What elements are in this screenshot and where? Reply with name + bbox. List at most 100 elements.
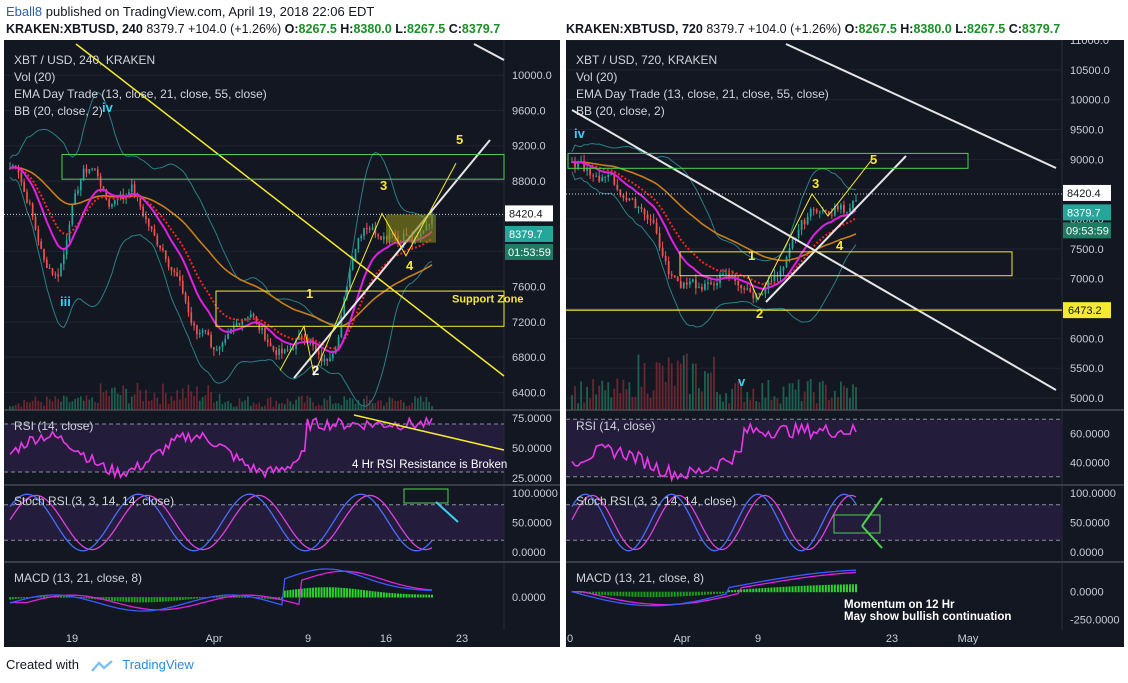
volume-bar xyxy=(643,362,646,410)
volume-bar xyxy=(371,403,374,410)
volume-bar xyxy=(607,382,610,410)
volume-bar xyxy=(691,363,694,410)
candle-body xyxy=(607,175,610,177)
candle-body xyxy=(241,320,244,325)
publisher-user[interactable]: Eball8 xyxy=(6,4,43,19)
candle-body xyxy=(204,330,207,332)
last-badge: 8379.7 xyxy=(509,229,543,241)
volume-bar xyxy=(213,402,215,410)
volume-bar xyxy=(794,389,797,410)
macd-histogram-bar xyxy=(709,591,712,595)
footer-brand[interactable]: TradingView xyxy=(122,657,194,672)
candle-body xyxy=(722,274,724,276)
timer-badge: 01:53:59 xyxy=(508,247,551,259)
macd-histogram-bar xyxy=(292,589,295,598)
volume-bar xyxy=(17,403,20,410)
macd-histogram-bar xyxy=(102,597,105,601)
ema21-line xyxy=(9,166,433,350)
volume-bar xyxy=(332,403,334,410)
candle-body xyxy=(102,186,105,190)
candle-body xyxy=(646,214,649,219)
chart-panel-240[interactable]: 10000.09600.09200.08800.08400.08000.0760… xyxy=(4,40,560,647)
volume-bar xyxy=(159,404,161,410)
volume-bar xyxy=(68,402,71,410)
macd-histogram-bar xyxy=(770,587,773,593)
candle-body xyxy=(190,312,193,324)
candle-body xyxy=(147,219,150,227)
candle-body xyxy=(634,199,637,209)
candle-body xyxy=(113,200,116,205)
macd-histogram-bar xyxy=(323,587,326,598)
macd-histogram-bar xyxy=(580,591,583,594)
elliott-wave-path xyxy=(747,159,873,301)
candle-body xyxy=(105,189,108,200)
macd-histogram-bar xyxy=(173,597,176,601)
elliott-wave-path xyxy=(279,163,457,377)
price-tick-label: 10000.0 xyxy=(1070,95,1110,107)
volume-bar xyxy=(788,383,791,410)
candle-body xyxy=(196,325,198,335)
macd-histogram-bar xyxy=(329,587,332,598)
volume-bar xyxy=(800,401,803,410)
candle-body xyxy=(592,175,595,177)
panel2-price: 8379.7 xyxy=(706,22,745,36)
candle-body xyxy=(688,281,691,285)
candle-body xyxy=(224,338,227,343)
macd-histogram-bar xyxy=(649,591,652,598)
volume-bar xyxy=(108,395,110,410)
candle-body xyxy=(323,358,326,362)
ema13-line xyxy=(9,166,433,354)
time-tick-label: 23 xyxy=(886,633,898,645)
macd-histogram-bar xyxy=(848,584,851,593)
volume-bar xyxy=(749,399,752,410)
volume-bar xyxy=(238,398,241,410)
volume-bar xyxy=(190,391,193,410)
candle-body xyxy=(51,268,54,275)
candle-body xyxy=(238,323,241,325)
macd-histogram-bar xyxy=(746,589,749,593)
macd-histogram-bar xyxy=(713,591,715,595)
volume-bar xyxy=(340,405,343,410)
volume-bar xyxy=(295,399,297,410)
candle-body xyxy=(261,328,263,330)
candle-body xyxy=(685,282,688,285)
volume-bar xyxy=(622,379,625,410)
macd-histogram-bar xyxy=(314,587,317,598)
volume-bar xyxy=(354,403,357,410)
macd-histogram-bar xyxy=(800,585,803,593)
panel1-header: KRAKEN:XBTUSD, 240 8379.7 +104.0 (+1.26%… xyxy=(6,22,501,36)
candle-body xyxy=(360,235,363,239)
stoch-up-arrow-icon xyxy=(861,497,883,527)
macd-histogram-bar xyxy=(391,593,394,598)
panel1-change: +104.0 (+1.26%) xyxy=(188,22,282,36)
macd-histogram-bar xyxy=(176,597,179,601)
candle-body xyxy=(317,351,320,355)
volume-bar xyxy=(806,381,809,410)
candle-body xyxy=(300,335,303,339)
volume-bar xyxy=(224,402,227,410)
volume-bar xyxy=(14,404,17,410)
chart-720-svg[interactable]: 11000.010500.010000.09500.09000.08500.08… xyxy=(566,40,1124,647)
volume-bar xyxy=(65,396,68,410)
chart-240-svg[interactable]: 10000.09600.09200.08800.08400.08000.0760… xyxy=(4,40,560,647)
macd-histogram-bar xyxy=(45,596,48,598)
ema13-line xyxy=(571,160,857,290)
volume-bar xyxy=(631,396,634,410)
volume-bar xyxy=(329,395,331,410)
candle-body xyxy=(740,285,743,289)
candle-body xyxy=(332,353,334,359)
macd-histogram-bar xyxy=(833,584,836,593)
candle-body xyxy=(79,180,82,191)
macd-histogram-bar xyxy=(694,591,697,596)
macd-histogram-bar xyxy=(218,596,221,598)
macd-histogram-bar xyxy=(815,585,818,593)
volume-bar xyxy=(31,400,34,410)
chart-panel-720[interactable]: 11000.010500.010000.09500.09000.08500.08… xyxy=(566,40,1124,647)
macd-histogram-bar xyxy=(170,597,173,602)
candle-body xyxy=(57,274,59,277)
volume-bar xyxy=(731,389,734,410)
candle-body xyxy=(806,216,809,225)
volume-bar xyxy=(320,405,323,410)
candle-body xyxy=(275,350,278,355)
panel1-high: 8380.0 xyxy=(353,22,392,36)
